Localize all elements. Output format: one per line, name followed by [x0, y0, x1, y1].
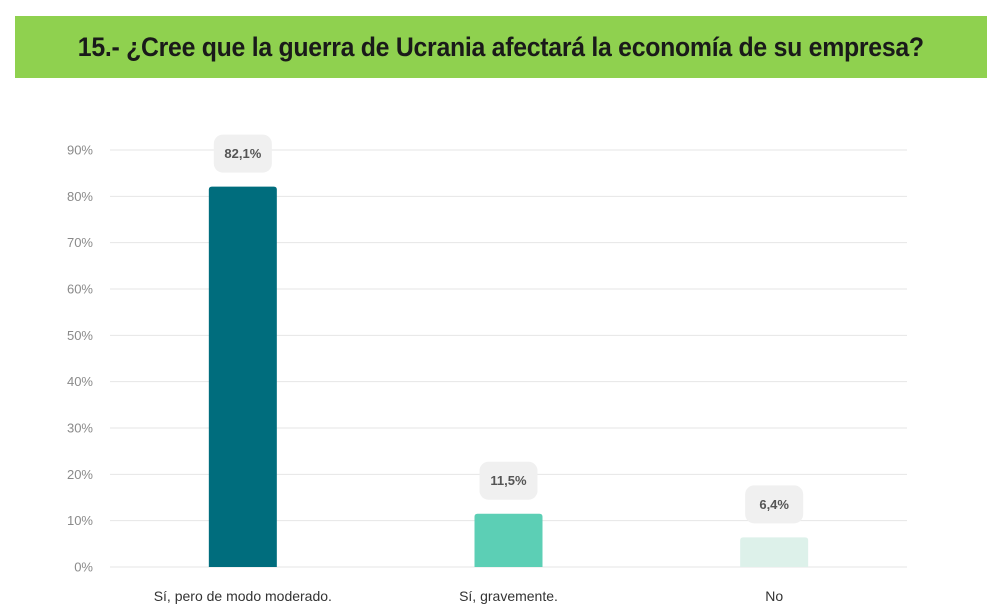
data-label-value: 82,1% [224, 146, 261, 161]
bar [740, 537, 809, 567]
data-label-value: 6,4% [759, 497, 789, 512]
page-title: 15.- ¿Cree que la guerra de Ucrania afec… [77, 31, 925, 62]
data-labels: 82,1% 11,5% 6,4% [213, 134, 804, 524]
data-label-bubble [745, 485, 804, 524]
bar [208, 186, 277, 567]
data-label: 82,1% [213, 134, 272, 173]
y-tick-label: 80% [67, 189, 93, 204]
y-axis-ticks: 0% 10% 20% 30% 40% 50% 60% 70% 80% 90% [67, 143, 93, 575]
y-tick-label: 20% [67, 467, 93, 482]
data-label: 6,4% [745, 485, 804, 524]
y-tick-label: 40% [67, 374, 93, 389]
y-tick-label: 70% [67, 235, 93, 250]
category-label: Sí, gravemente. [459, 588, 558, 604]
data-label-bubble [479, 461, 538, 500]
category-label: No [765, 588, 783, 604]
y-tick-label: 50% [67, 328, 93, 343]
y-tick-label: 10% [67, 513, 93, 528]
category-label: Sí, pero de modo moderado. [154, 588, 332, 604]
data-label-value: 11,5% [490, 473, 527, 488]
data-label-bubble [213, 134, 272, 173]
data-label: 11,5% [479, 461, 538, 500]
bar [474, 513, 543, 567]
y-tick-label: 90% [67, 143, 93, 158]
title-banner: 15.- ¿Cree que la guerra de Ucrania afec… [15, 16, 987, 78]
x-axis-categories: Sí, pero de modo moderado. Sí, gravemente… [154, 588, 784, 604]
bars [208, 186, 809, 567]
y-tick-label: 0% [74, 560, 93, 575]
y-tick-label: 60% [67, 282, 93, 297]
y-tick-label: 30% [67, 421, 93, 436]
